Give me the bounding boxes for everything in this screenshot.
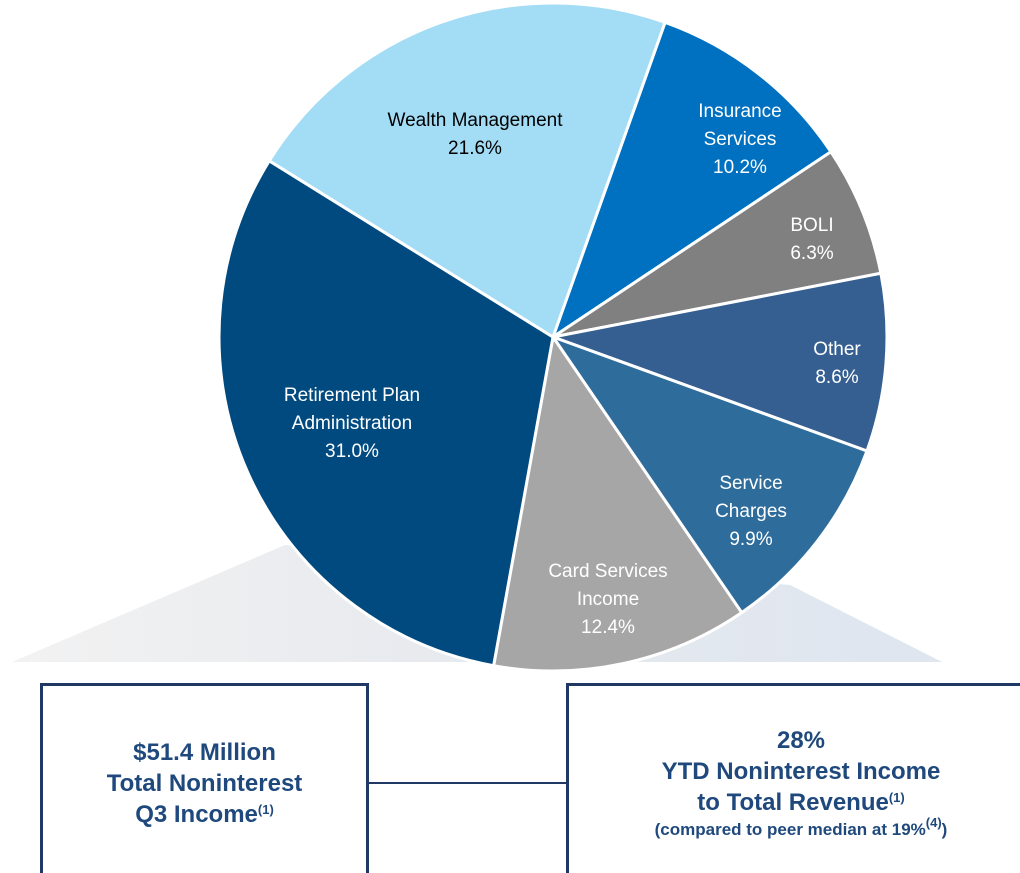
pie-slice bbox=[550, 20, 834, 341]
value-label: 10.2% bbox=[713, 157, 767, 178]
category-label: Retirement Plan Administration bbox=[283, 385, 421, 434]
pie-slice bbox=[549, 333, 869, 615]
callout-box: 28% YTD Noninterest Income to Total Reve… bbox=[566, 683, 1020, 873]
value-label: 31.0% bbox=[325, 441, 379, 462]
slice-label: Retirement Plan Administration 31.0% bbox=[284, 382, 420, 466]
pie-slice bbox=[217, 158, 555, 668]
slice-label: Wealth Management 21.6% bbox=[388, 107, 563, 163]
callout-text: (compared to peer median at 19% bbox=[654, 819, 926, 839]
category-label: Card Services Income bbox=[548, 561, 668, 610]
pie bbox=[217, 1, 889, 673]
category-label: Service Charges bbox=[715, 473, 787, 522]
pie-slice bbox=[552, 149, 883, 339]
footnote: (1) bbox=[888, 789, 905, 805]
callout-line: $51.4 Million bbox=[133, 738, 276, 766]
callout-line: to Total Revenue(1) bbox=[697, 787, 904, 818]
slice-label: BOLI 6.3% bbox=[790, 212, 833, 268]
callout-box: $51.4 Million Total Noninterest Q3 Incom… bbox=[40, 683, 369, 873]
footnote: (1) bbox=[257, 801, 274, 817]
callout-text: to Total Revenue bbox=[697, 788, 889, 816]
pie-slice bbox=[547, 271, 889, 453]
value-label: 12.4% bbox=[581, 617, 635, 638]
slice-label: Card Services Income 12.4% bbox=[548, 558, 667, 642]
slice-label: Insurance Services 10.2% bbox=[698, 98, 781, 182]
callout-line: (compared to peer median at 19%(4)) bbox=[654, 814, 948, 842]
callout-line: YTD Noninterest Income bbox=[661, 757, 941, 785]
value-label: 21.6% bbox=[448, 138, 502, 159]
category-label: Insurance Services bbox=[698, 101, 782, 150]
pie-slice bbox=[491, 333, 744, 673]
category-label: Other bbox=[813, 339, 861, 360]
callout-line: Q3 Income(1) bbox=[135, 799, 274, 830]
slice-label: Service Charges 9.9% bbox=[715, 470, 787, 554]
callout-line: 28% bbox=[776, 726, 826, 754]
value-label: 8.6% bbox=[815, 367, 859, 388]
callout-text: ) bbox=[941, 819, 948, 839]
value-label: 6.3% bbox=[790, 243, 834, 264]
slice-label: Other 8.6% bbox=[813, 336, 861, 392]
category-label: Wealth Management bbox=[387, 110, 563, 131]
connector bbox=[368, 782, 566, 784]
callout-text: Q3 Income bbox=[135, 800, 258, 828]
pie-slice bbox=[267, 1, 667, 340]
callout-line: Total Noninterest bbox=[106, 769, 303, 797]
category-label: BOLI bbox=[790, 215, 834, 236]
value-label: 9.9% bbox=[729, 529, 773, 550]
footnote: (4) bbox=[925, 814, 942, 830]
